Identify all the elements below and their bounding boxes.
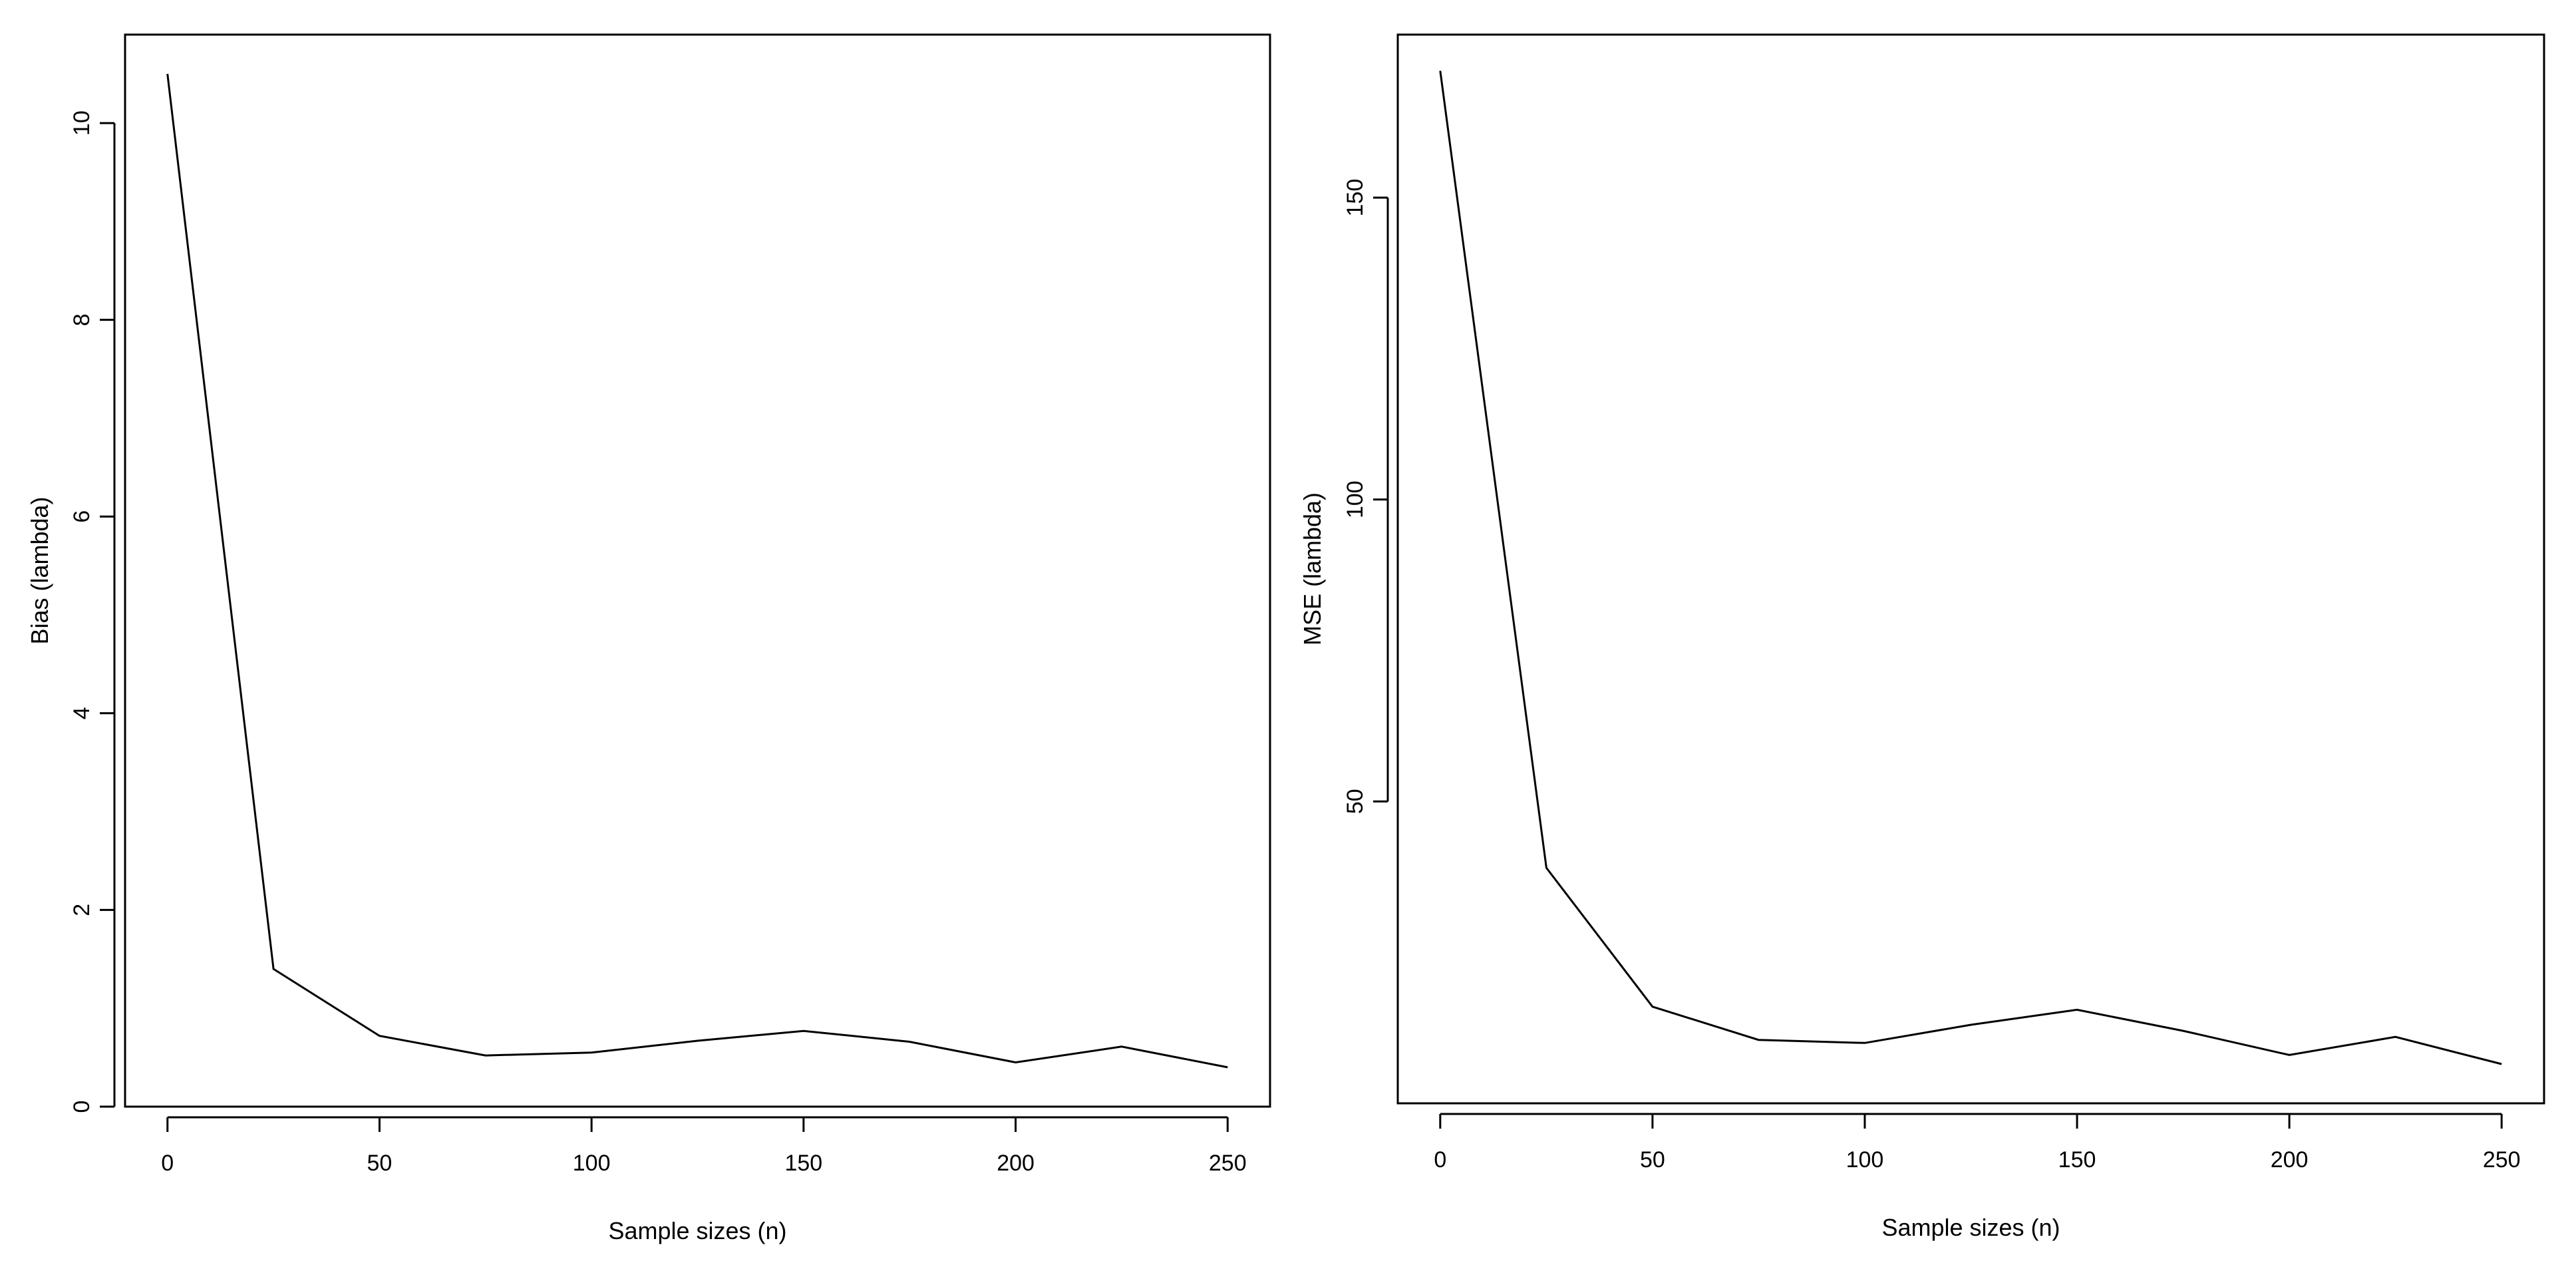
mse-x-axis-title: Sample sizes (n)	[1881, 1214, 2060, 1241]
mse-x-tick-label: 150	[2058, 1147, 2096, 1173]
mse-x-tick-label: 50	[1640, 1147, 1665, 1173]
bias-plot-frame	[124, 33, 1271, 1108]
bias-x-axis-title: Sample sizes (n)	[608, 1217, 786, 1244]
mse-chart-panel: 0 50 100 150 200 250 50 100 150 Sample sizes (n) M…	[1299, 33, 2545, 1241]
bias-x-tick-label: 0	[161, 1151, 174, 1176]
mse-plot-frame	[1396, 33, 2545, 1105]
mse-y-tick-label: 150	[1343, 179, 1368, 217]
mse-x-tick-label: 250	[2483, 1147, 2521, 1173]
bias-y-tick-label: 0	[69, 1101, 94, 1113]
mse-x-tick-label: 0	[1434, 1147, 1446, 1173]
bias-y-tick-label: 4	[69, 707, 94, 719]
mse-y-tick-label: 100	[1343, 480, 1368, 518]
mse-y-tick-label: 50	[1343, 789, 1368, 814]
bias-y-axis-title: Bias (lambda)	[26, 496, 53, 644]
mse-series-line	[1439, 71, 2502, 1065]
bias-series-line	[166, 73, 1228, 1069]
bias-chart-panel: 0 50 100 150 200 250 0 2 4 6 8 10 Sample sizes (n) Bi…	[26, 33, 1271, 1244]
bias-x-tick-label: 200	[997, 1151, 1035, 1176]
mse-x-tick-label: 200	[2271, 1147, 2309, 1173]
bias-y-tick-label: 8	[69, 313, 94, 326]
bias-y-tick-label: 6	[69, 510, 94, 523]
bias-x-tick-label: 100	[573, 1151, 611, 1176]
mse-y-axis-title: MSE (lambda)	[1299, 492, 1326, 645]
mse-x-tick-label: 100	[1846, 1147, 1884, 1173]
bias-y-tick-label: 2	[69, 904, 94, 916]
bias-x-tick-label: 250	[1209, 1151, 1247, 1176]
bias-y-tick-label: 10	[69, 110, 94, 136]
bias-x-tick-label: 50	[367, 1151, 393, 1176]
bias-x-tick-label: 150	[784, 1151, 822, 1176]
